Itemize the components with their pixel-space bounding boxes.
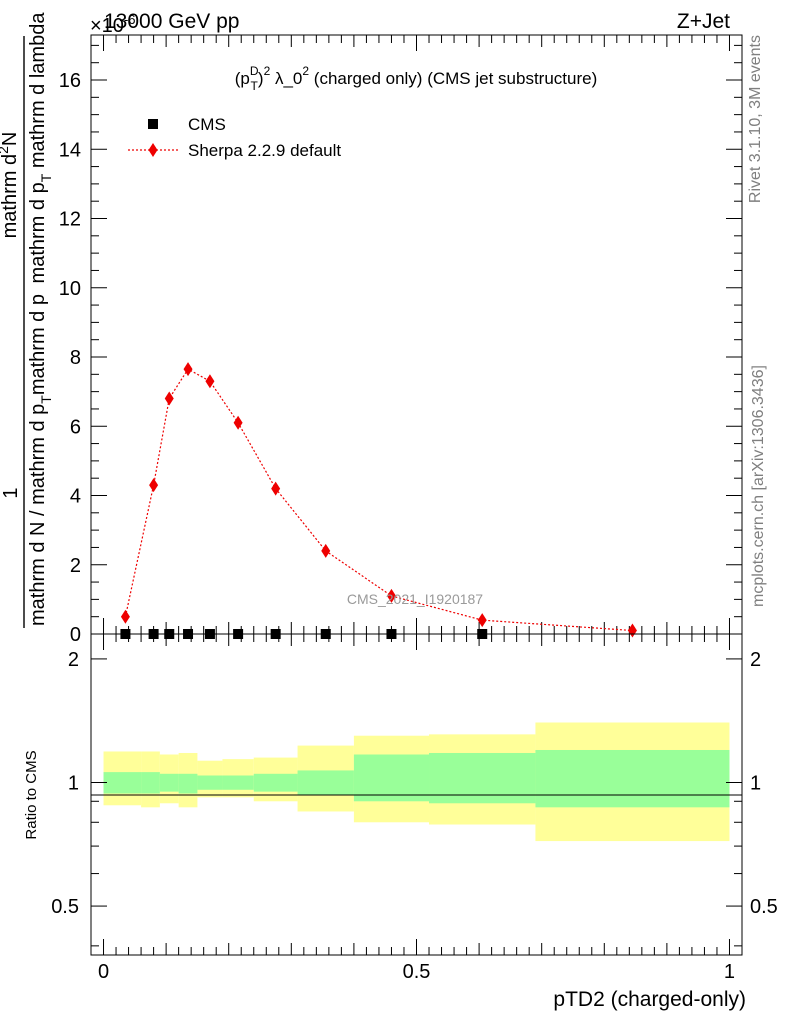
- y-axis-label: 1 mathrm d2N mathrm d pT mathrm d lambda…: [0, 12, 54, 628]
- ratio-inner-band: [222, 775, 254, 790]
- ratio-inner-band: [159, 773, 179, 792]
- main-y-tick-label: 6: [70, 416, 81, 438]
- ratio-y-ticks: 0.5 0.5 1 1 2 2: [51, 649, 778, 947]
- legend-cms-label: CMS: [188, 115, 226, 134]
- ratio-y-tick-label-right: 0.5: [750, 896, 778, 918]
- ratio-x-tick-label: 0.5: [403, 961, 431, 983]
- ratio-inner-band: [297, 770, 354, 796]
- main-y-tick-label: 14: [59, 139, 81, 161]
- main-y-ticks: 0 2 4 6 8 10 12 14 16: [59, 44, 742, 646]
- sherpa-point: [164, 391, 174, 406]
- header-energy: 13000 GeV pp: [104, 10, 239, 33]
- ratio-y-tick-label-right: 1: [750, 772, 761, 794]
- ratio-inner-band: [178, 773, 198, 794]
- sherpa-point: [233, 415, 243, 430]
- ratio-inner-band: [141, 772, 160, 794]
- ratio-panel: 0.5 0.51 12 2 0 0.5 1 Ratio to CMS pTD2 (char…: [23, 633, 778, 1011]
- sherpa-point: [386, 588, 396, 603]
- y-label-den1: mathrm d pT mathrm d lambda: [27, 12, 54, 284]
- legend-sherpa-marker: [148, 143, 158, 157]
- ratio-inner-band: [429, 752, 536, 804]
- ratio-y-tick-label: 2: [68, 649, 79, 671]
- main-y-tick-label: 0: [70, 624, 81, 646]
- ratio-inner-band: [535, 749, 730, 808]
- main-y-tick-label: 16: [59, 70, 81, 92]
- main-y-tick-label: 2: [70, 555, 81, 577]
- header-process: Z+Jet: [677, 10, 730, 33]
- main-y-tick-label: 12: [59, 209, 81, 231]
- ratio-x-tick-label: 1: [724, 961, 735, 983]
- ratio-y-tick-label-right: 2: [750, 649, 761, 671]
- rivet-label: Rivet 3.1.10, 3M events: [747, 35, 764, 203]
- ratio-x-ticks: 0 0.5 1: [98, 634, 735, 983]
- ratio-y-tick-label: 0.5: [51, 896, 79, 918]
- sherpa-point: [183, 362, 193, 377]
- header-exponent: ×10-6: [90, 12, 136, 37]
- main-panel: 0 2 4 6 8 10 12 14 16 (pD T)2 λ_02 (charged only)…: [0, 12, 743, 646]
- ratio-inner-band: [197, 775, 223, 790]
- legend-cms-marker: [148, 119, 158, 129]
- y-label-num2: mathrm d2N: [0, 132, 21, 239]
- ratio-bands: [103, 722, 730, 842]
- main-y-tick-label: 8: [70, 347, 81, 369]
- main-y-tick-label: 4: [70, 486, 81, 508]
- legend: CMS Sherpa 2.2.9 default: [128, 115, 341, 160]
- plot-title: (pD T)2 λ_02 (charged only) (CMS jet subs…: [235, 64, 597, 93]
- y-label-den2: mathrm d N / mathrm d pTmathrm d p: [27, 294, 54, 626]
- sherpa-point: [149, 478, 159, 493]
- legend-sherpa-label: Sherpa 2.2.9 default: [188, 141, 341, 160]
- main-y-tick-label: 10: [59, 278, 81, 300]
- ratio-inner-band: [103, 772, 142, 794]
- ratio-inner-band: [353, 754, 430, 802]
- ratio-x-tick-label: 0: [98, 961, 109, 983]
- sherpa-point: [321, 543, 331, 558]
- mcplots-label: mcplots.cern.ch [arXiv:1306.3436]: [750, 365, 767, 607]
- sherpa-point: [271, 481, 281, 496]
- sherpa-point: [120, 609, 130, 624]
- y-label-num1: 1: [0, 487, 22, 498]
- ratio-inner-band: [253, 773, 298, 792]
- sherpa-point: [205, 374, 215, 389]
- sherpa-point: [477, 613, 487, 628]
- x-axis-label: pTD2 (charged-only): [553, 988, 746, 1011]
- analysis-label: CMS_2021_I1920187: [347, 591, 483, 607]
- ratio-y-label: Ratio to CMS: [23, 750, 40, 839]
- ratio-y-tick-label: 1: [68, 772, 79, 794]
